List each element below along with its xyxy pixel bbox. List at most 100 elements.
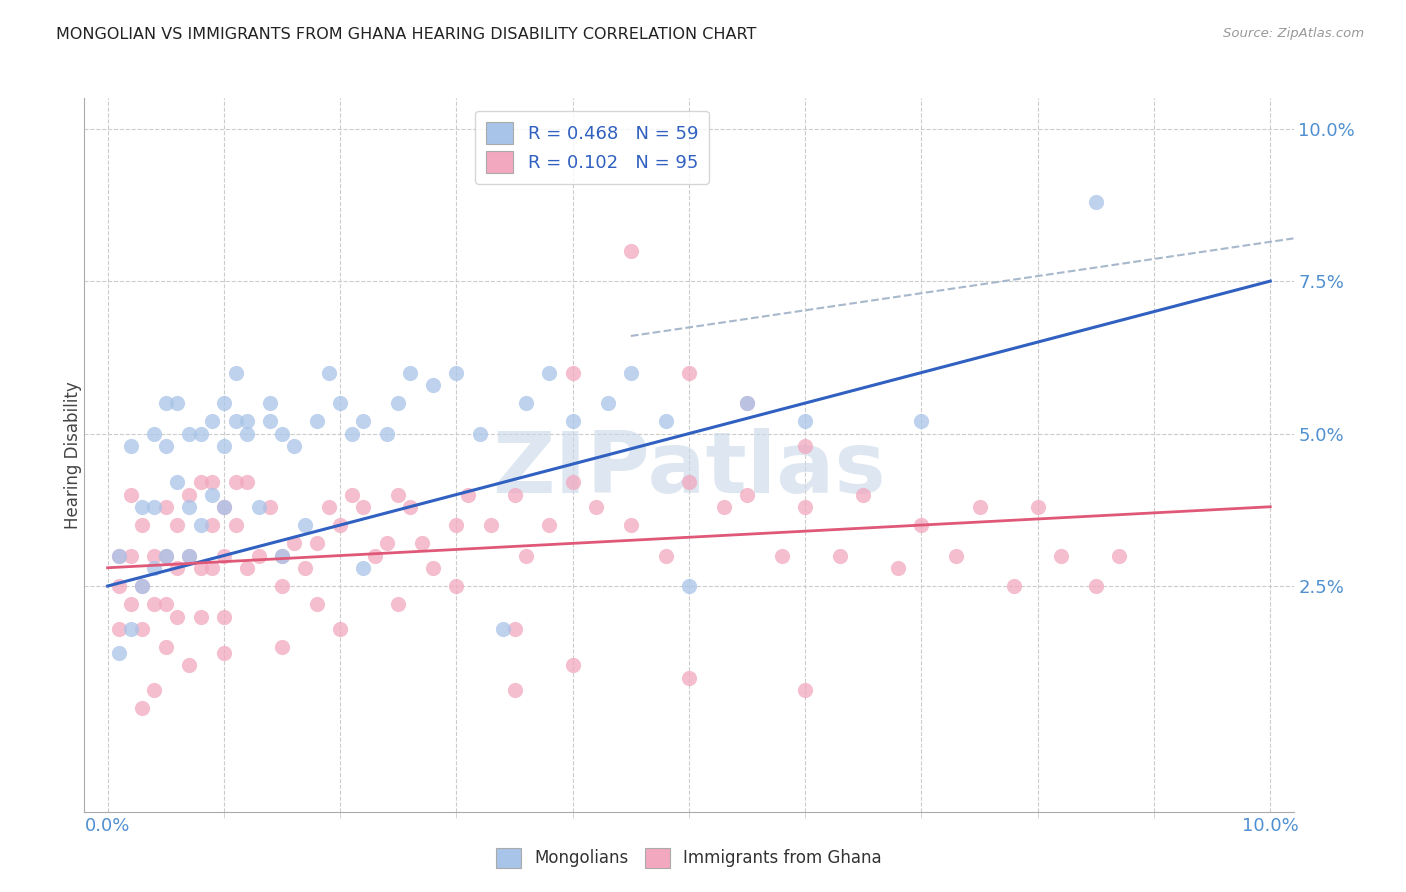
Point [735, 396, 758, 410]
Point [887, 560, 910, 574]
Point [155, 549, 177, 563]
Point [492, 622, 515, 636]
Point [945, 549, 967, 563]
Point [225, 366, 247, 380]
Point [108, 579, 131, 593]
Point [399, 500, 422, 514]
Point [236, 426, 259, 441]
Point [108, 646, 131, 660]
Point [446, 518, 468, 533]
Point [236, 560, 259, 574]
Point [1084, 579, 1107, 593]
Point [515, 549, 537, 563]
Point [212, 609, 235, 624]
Point [585, 500, 607, 514]
Point [446, 579, 468, 593]
Point [446, 366, 468, 380]
Point [305, 598, 328, 612]
Point [387, 396, 409, 410]
Point [177, 549, 200, 563]
Point [271, 549, 294, 563]
Point [735, 396, 758, 410]
Point [212, 646, 235, 660]
Point [852, 487, 875, 501]
Point [468, 426, 491, 441]
Point [120, 487, 142, 501]
Point [212, 549, 235, 563]
Point [155, 500, 177, 514]
Point [225, 475, 247, 490]
Text: MONGOLIAN VS IMMIGRANTS FROM GHANA HEARING DISABILITY CORRELATION CHART: MONGOLIAN VS IMMIGRANTS FROM GHANA HEARI… [56, 27, 756, 42]
Point [166, 609, 188, 624]
Point [212, 500, 235, 514]
Point [283, 439, 305, 453]
Point [131, 579, 153, 593]
Point [120, 439, 142, 453]
Point [294, 518, 316, 533]
Point [794, 682, 817, 697]
Point [271, 549, 294, 563]
Point [155, 396, 177, 410]
Point [620, 518, 643, 533]
Point [166, 396, 188, 410]
Point [108, 549, 131, 563]
Point [155, 640, 177, 654]
Point [212, 500, 235, 514]
Point [190, 426, 212, 441]
Point [294, 560, 316, 574]
Point [329, 396, 352, 410]
Point [329, 622, 352, 636]
Point [143, 560, 166, 574]
Point [155, 439, 177, 453]
Point [166, 560, 188, 574]
Point [212, 439, 235, 453]
Point [561, 366, 583, 380]
Text: ZIPatlas: ZIPatlas [492, 427, 886, 511]
Point [201, 475, 224, 490]
Point [794, 500, 817, 514]
Point [131, 701, 153, 715]
Point [247, 500, 270, 514]
Point [108, 622, 131, 636]
Point [654, 549, 676, 563]
Point [340, 487, 363, 501]
Point [166, 518, 188, 533]
Point [1108, 549, 1130, 563]
Point [155, 598, 177, 612]
Point [143, 500, 166, 514]
Point [190, 560, 212, 574]
Point [131, 579, 153, 593]
Point [201, 487, 224, 501]
Point [352, 414, 374, 428]
Point [910, 414, 932, 428]
Point [259, 414, 281, 428]
Point [1026, 500, 1049, 514]
Point [120, 598, 142, 612]
Point [177, 658, 200, 673]
Point [457, 487, 479, 501]
Point [271, 640, 294, 654]
Point [225, 518, 247, 533]
Point [190, 609, 212, 624]
Point [678, 366, 700, 380]
Point [399, 366, 422, 380]
Point [120, 622, 142, 636]
Point [770, 549, 793, 563]
Point [177, 487, 200, 501]
Point [271, 579, 294, 593]
Point [236, 475, 259, 490]
Point [561, 414, 583, 428]
Point [794, 439, 817, 453]
Point [201, 560, 224, 574]
Point [305, 414, 328, 428]
Point [503, 622, 526, 636]
Point [177, 500, 200, 514]
Point [411, 536, 433, 550]
Point [561, 658, 583, 673]
Point [131, 500, 153, 514]
Legend: Mongolians, Immigrants from Ghana: Mongolians, Immigrants from Ghana [489, 841, 889, 875]
Point [259, 500, 281, 514]
Point [318, 500, 340, 514]
Point [201, 518, 224, 533]
Point [375, 536, 398, 550]
